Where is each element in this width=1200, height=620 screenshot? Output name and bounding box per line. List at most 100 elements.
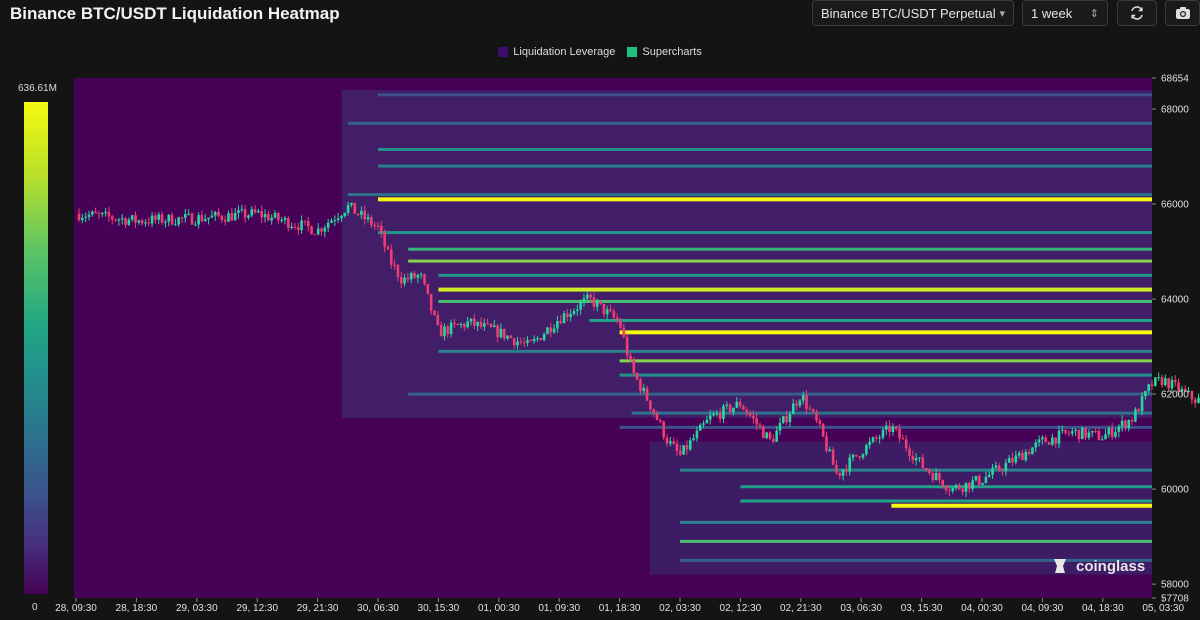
candle-body bbox=[107, 211, 111, 217]
candle-body bbox=[220, 215, 224, 220]
candle-body bbox=[479, 321, 483, 327]
candle-body bbox=[791, 403, 795, 414]
candle-body bbox=[775, 430, 778, 442]
candle-body bbox=[742, 406, 745, 410]
candle-body bbox=[958, 485, 961, 490]
candle-body bbox=[270, 217, 273, 221]
heat-haze bbox=[341, 90, 1152, 418]
candle-body bbox=[380, 225, 383, 233]
candle-body bbox=[924, 468, 928, 471]
candle-body bbox=[492, 325, 496, 328]
candle-body bbox=[519, 341, 523, 343]
candle-body bbox=[785, 416, 788, 423]
candle-body bbox=[884, 425, 888, 430]
candle-body bbox=[323, 227, 327, 232]
candle-body bbox=[154, 215, 157, 220]
liquidation-band bbox=[680, 520, 1152, 524]
x-tick-label: 02, 12:30 bbox=[720, 603, 762, 614]
liquidation-band bbox=[438, 287, 1152, 292]
pair-select-value: Binance BTC/USDT Perpetual bbox=[821, 5, 996, 21]
candle-body bbox=[1160, 377, 1164, 386]
candle-body bbox=[1014, 455, 1018, 463]
candle-body bbox=[170, 214, 174, 225]
candle-body bbox=[522, 342, 526, 344]
candle-body bbox=[130, 215, 134, 220]
candle-body bbox=[340, 216, 343, 219]
liquidation-band bbox=[378, 164, 1152, 168]
candle-body bbox=[928, 470, 931, 474]
heat-haze bbox=[649, 441, 1152, 575]
legend-item-liquidation-leverage[interactable]: Liquidation Leverage bbox=[498, 46, 615, 58]
y-tick-label: 62000 bbox=[1161, 390, 1189, 401]
chevron-down-icon: ▾ bbox=[999, 7, 1005, 20]
candle-body bbox=[363, 210, 367, 220]
liquidation-band bbox=[631, 411, 1152, 415]
candle-body bbox=[1061, 429, 1064, 431]
candle-body bbox=[675, 443, 679, 451]
candle-body bbox=[306, 221, 310, 227]
candle-body bbox=[805, 395, 808, 409]
candle-body bbox=[443, 326, 446, 337]
candle-body bbox=[682, 445, 685, 455]
liquidation-band bbox=[378, 197, 1152, 202]
candle-body bbox=[994, 465, 998, 468]
candle-body bbox=[705, 419, 709, 424]
candle-body bbox=[702, 423, 705, 425]
candle-body bbox=[865, 445, 868, 455]
candle-body bbox=[602, 303, 606, 315]
candle-body bbox=[267, 214, 270, 221]
candle-body bbox=[157, 214, 161, 220]
candle-body bbox=[237, 210, 240, 213]
candle-body bbox=[632, 360, 636, 373]
x-tick-label: 01, 09:30 bbox=[538, 603, 580, 614]
candle-body bbox=[230, 213, 234, 221]
candle-body bbox=[399, 277, 403, 284]
candle-body bbox=[1144, 391, 1147, 397]
candle-body bbox=[1117, 426, 1121, 432]
liquidation-band bbox=[378, 93, 1152, 97]
candle-body bbox=[612, 311, 616, 318]
candle-body bbox=[715, 413, 719, 415]
candle-body bbox=[446, 326, 450, 334]
candle-body bbox=[599, 301, 602, 304]
refresh-button[interactable] bbox=[1117, 0, 1157, 26]
liquidation-band bbox=[740, 499, 1152, 503]
candle-body bbox=[260, 211, 264, 218]
candle-body bbox=[330, 220, 333, 223]
candle-body bbox=[748, 413, 752, 416]
candle-body bbox=[579, 302, 582, 310]
candle-body bbox=[1097, 431, 1101, 440]
candle-body bbox=[712, 414, 715, 416]
candle-body bbox=[778, 422, 782, 431]
candle-body bbox=[566, 313, 569, 318]
candle-body bbox=[1110, 428, 1114, 437]
pair-select[interactable]: Binance BTC/USDT Perpetual ▾ bbox=[812, 0, 1014, 26]
candle-body bbox=[416, 274, 420, 278]
candle-body bbox=[360, 210, 363, 215]
legend-item-supercharts[interactable]: Supercharts bbox=[627, 46, 702, 58]
candle-body bbox=[389, 249, 393, 265]
candle-body bbox=[257, 211, 260, 213]
candle-body bbox=[981, 482, 984, 485]
liquidation-band bbox=[680, 558, 1152, 562]
candle-body bbox=[333, 220, 337, 222]
x-tick-label: 30, 15:30 bbox=[418, 603, 460, 614]
candle-body bbox=[582, 298, 586, 303]
liquidation-band bbox=[438, 299, 1152, 303]
candle-body bbox=[938, 473, 941, 481]
candle-body bbox=[1034, 442, 1038, 448]
colorbar-max-label: 636.61M bbox=[18, 83, 57, 94]
candle-body bbox=[788, 413, 792, 423]
candle-body bbox=[918, 457, 921, 459]
candle-body bbox=[961, 489, 964, 492]
liquidation-band bbox=[891, 503, 1152, 508]
range-select[interactable]: 1 week ⇕ bbox=[1022, 0, 1108, 26]
y-tick-label: 68654 bbox=[1161, 74, 1189, 85]
candle-body bbox=[835, 464, 838, 473]
candle-body bbox=[466, 321, 469, 328]
candle-body bbox=[353, 202, 357, 214]
candle-body bbox=[253, 209, 257, 213]
candle-body bbox=[655, 413, 659, 420]
liquidation-band bbox=[378, 231, 1152, 235]
